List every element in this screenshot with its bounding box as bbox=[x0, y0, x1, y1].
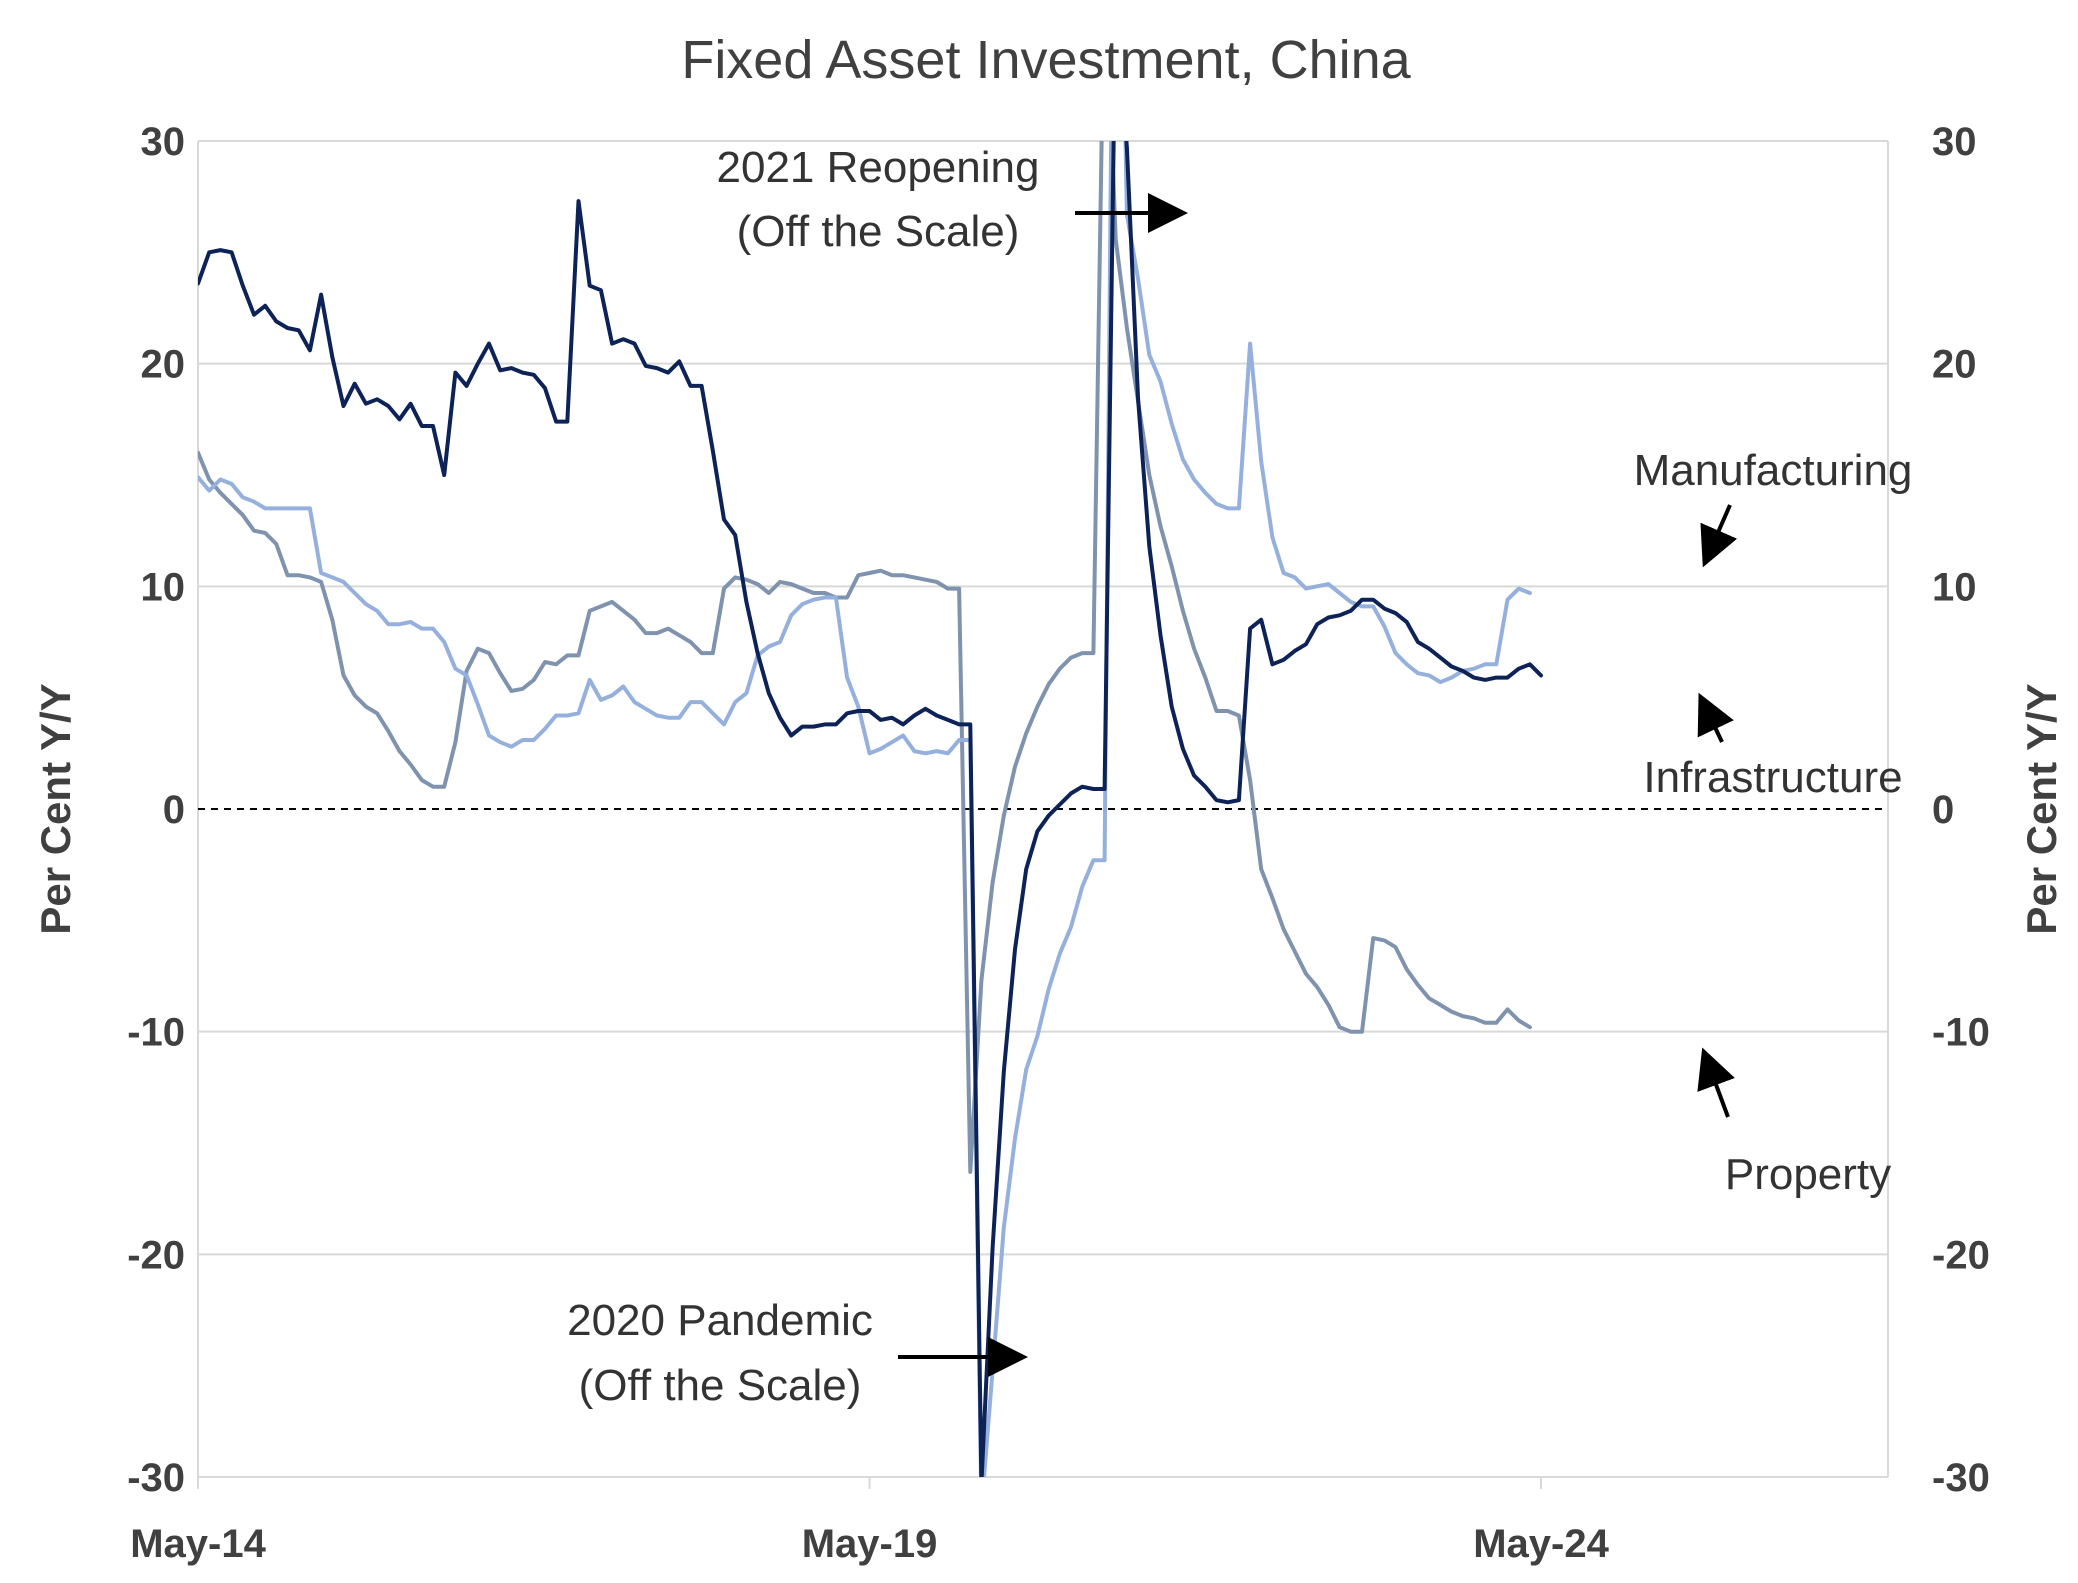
y-axis-left-ticks: 30 20 10 0 -10 -20 -30 bbox=[127, 120, 185, 1500]
series-line-manufacturing bbox=[198, 141, 1532, 1477]
annotation-reopening-line2: (Off the Scale) bbox=[737, 207, 1020, 256]
annotation-reopening-line1: 2021 Reopening bbox=[717, 143, 1040, 192]
x-axis-ticks: May-14 May-19 May-24 bbox=[130, 1477, 1610, 1566]
x-tick-label: May-19 bbox=[802, 1522, 938, 1566]
y-tick-label-right: 30 bbox=[1932, 120, 1977, 164]
y-tick-label-left: 0 bbox=[163, 788, 185, 832]
manufacturing-arrow bbox=[1700, 504, 1738, 568]
series-group bbox=[198, 141, 1543, 1477]
series-line-infrastructure bbox=[198, 141, 1543, 1477]
property-arrow bbox=[1697, 1047, 1735, 1118]
series-line-property bbox=[198, 141, 1532, 1174]
y-tick-label-right: -10 bbox=[1932, 1011, 1990, 1055]
y-tick-label-right: 0 bbox=[1932, 788, 1954, 832]
y-tick-label-left: -20 bbox=[127, 1233, 185, 1277]
annotation-pandemic-line2: (Off the Scale) bbox=[579, 1361, 862, 1410]
x-tick-label: May-14 bbox=[130, 1522, 266, 1566]
y-tick-label-right: 10 bbox=[1932, 565, 1977, 609]
x-tick-label: May-24 bbox=[1473, 1522, 1609, 1566]
y-tick-label-left: 10 bbox=[141, 565, 186, 609]
annotation-pandemic-line1: 2020 Pandemic bbox=[567, 1296, 873, 1345]
chart-title: Fixed Asset Investment, China bbox=[681, 30, 1411, 90]
y-axis-right-ticks: 30 20 10 0 -10 -20 -30 bbox=[1932, 120, 1990, 1500]
series-label-infrastructure: Infrastructure bbox=[1643, 753, 1902, 802]
y-tick-label-left: 20 bbox=[141, 343, 186, 387]
y-axis-left-label: Per Cent Y/Y bbox=[32, 683, 79, 934]
y-tick-label-right: 20 bbox=[1932, 343, 1977, 387]
y-tick-label-left: 30 bbox=[141, 120, 186, 164]
y-tick-label-left: -30 bbox=[127, 1456, 185, 1500]
y-tick-label-left: -10 bbox=[127, 1011, 185, 1055]
y-tick-label-right: -20 bbox=[1932, 1233, 1990, 1277]
infrastructure-arrow bbox=[1697, 692, 1734, 743]
series-label-property: Property bbox=[1725, 1150, 1891, 1199]
series-label-manufacturing: Manufacturing bbox=[1634, 446, 1913, 495]
y-axis-right-label: Per Cent Y/Y bbox=[2018, 683, 2065, 934]
y-tick-label-right: -30 bbox=[1932, 1456, 1990, 1500]
